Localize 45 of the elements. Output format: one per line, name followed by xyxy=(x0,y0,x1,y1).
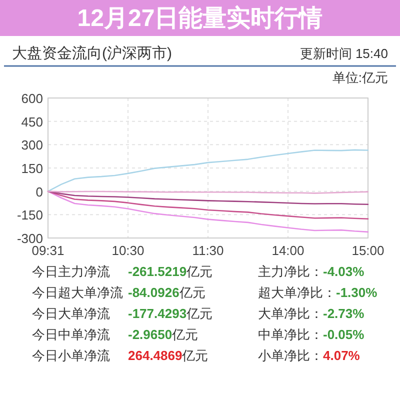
text: 主力净比： xyxy=(258,264,323,279)
text: 亿元 xyxy=(186,264,213,279)
text: -0.05% xyxy=(323,327,365,342)
x-tick-label: 14:00 xyxy=(272,243,304,258)
text: 亿元 xyxy=(181,348,208,363)
x-tick-label: 15:00 xyxy=(352,243,384,258)
y-tick-label: -150 xyxy=(16,208,43,223)
line-series xyxy=(47,149,369,192)
text: 亿元 xyxy=(186,306,213,321)
text: 超大单净比： xyxy=(258,285,336,300)
text: 今日大单净流 xyxy=(32,306,110,321)
line-series xyxy=(47,190,369,220)
text: 今日超大单净流 xyxy=(32,285,123,300)
text: 亿元 xyxy=(171,327,198,342)
y-tick-label: 300 xyxy=(21,138,43,153)
text: -177.4293 xyxy=(128,306,187,321)
y-tick-label: 150 xyxy=(21,161,43,176)
text: 更新时间 15:40 xyxy=(300,46,388,61)
text: -2.9650 xyxy=(128,327,172,342)
text: -84.0926 xyxy=(128,285,180,300)
text: 大单净比： xyxy=(258,306,323,321)
text: 今日中单净流 xyxy=(32,327,110,342)
y-tick-label: 450 xyxy=(21,114,43,130)
text: -4.03% xyxy=(323,264,365,279)
text: 中单净比： xyxy=(258,327,323,342)
x-tick-label: 11:30 xyxy=(192,243,224,258)
chart-title: 12月27日能量实时行情 xyxy=(77,5,323,32)
text: 今日主力净流 xyxy=(32,264,110,279)
text: 小单净比： xyxy=(258,348,323,363)
y-tick-label: -300 xyxy=(16,231,43,246)
text: -2.73% xyxy=(323,306,365,321)
text: 今日小单净流 xyxy=(32,348,110,363)
text: -261.5219 xyxy=(128,264,187,279)
chart-subtitle: 大盘资金流向(沪深两市) xyxy=(12,45,172,62)
x-tick-label: 09:31 xyxy=(32,243,64,258)
text: 亿元 xyxy=(178,285,206,300)
y-tick-label: 600 xyxy=(21,91,43,106)
text: 4.07% xyxy=(323,348,360,363)
text: 单位:亿元 xyxy=(332,70,388,85)
line-series xyxy=(47,190,369,206)
x-tick-label: 10:30 xyxy=(112,243,144,258)
text: 264.4869 xyxy=(128,348,182,363)
y-tick-label: 0 xyxy=(36,184,43,200)
line-series xyxy=(47,190,369,233)
text: -1.30% xyxy=(336,285,378,300)
